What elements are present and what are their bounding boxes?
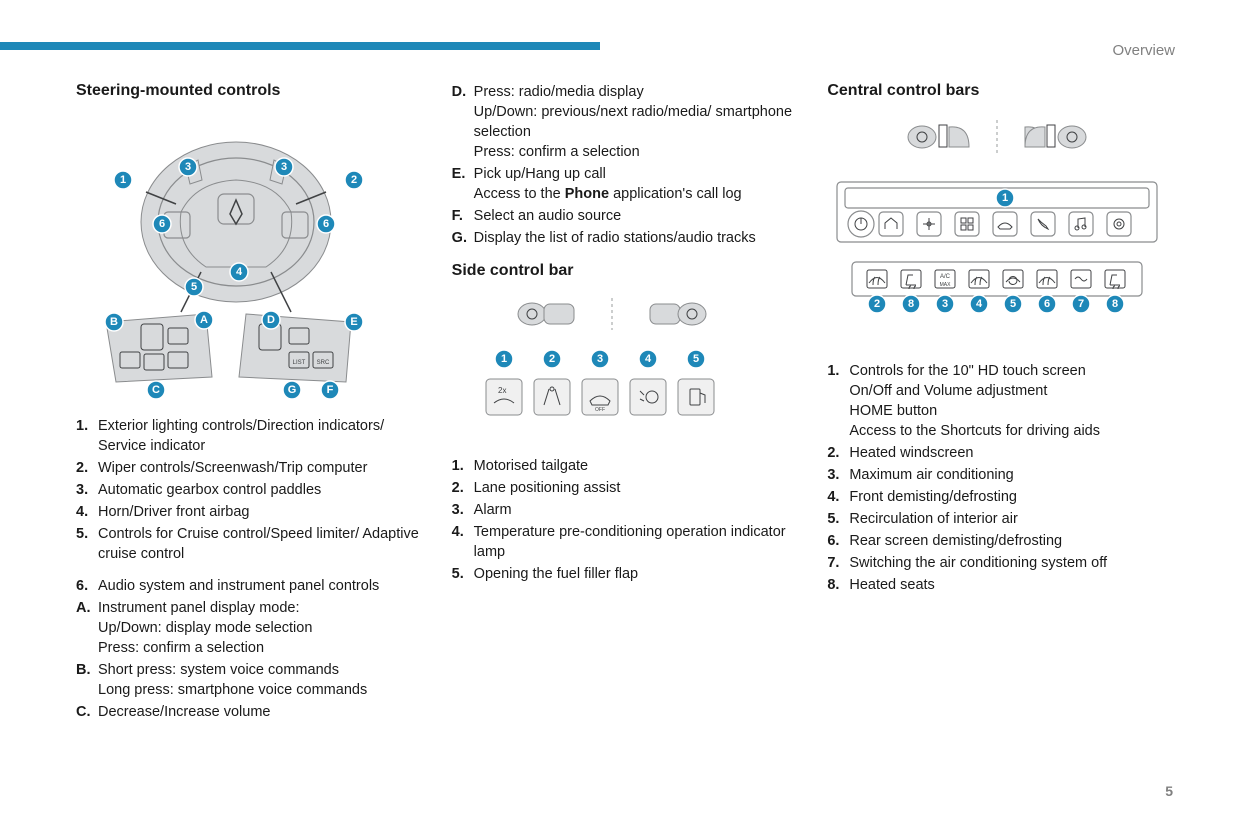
central-list: 1.Controls for the 10" HD touch screenOn…: [827, 361, 1175, 595]
callout-4: 4: [230, 263, 248, 281]
svg-text:8: 8: [908, 298, 914, 310]
steering-list-num: 1.Exterior lighting controls/Direction i…: [76, 416, 424, 564]
callout-D: D: [262, 311, 280, 329]
list-item: E.Pick up/Hang up callAccess to the Phon…: [452, 164, 800, 204]
column-central: Central control bars: [827, 82, 1175, 724]
list-item: A.Instrument panel display mode:Up/Down:…: [76, 598, 424, 658]
callout-A: A: [195, 311, 213, 329]
svg-text:7: 7: [1078, 298, 1084, 310]
list-item: 4.Temperature pre-conditioning operation…: [452, 522, 800, 562]
side-bar-title: Side control bar: [452, 262, 800, 280]
svg-text:8: 8: [1112, 298, 1118, 310]
callout-E: E: [345, 313, 363, 331]
list-item: 4.Horn/Driver front airbag: [76, 502, 424, 522]
svg-text:3: 3: [597, 353, 603, 365]
svg-text:4: 4: [645, 353, 652, 365]
svg-text:2: 2: [874, 298, 880, 310]
column-steering: Steering-mounted controls: [76, 82, 424, 724]
steering-diagram: LIST SRC 1 3 3 2 6 6 4 5 B A C D E: [76, 112, 424, 402]
callout-1: 1: [114, 171, 132, 189]
list-item: 6.Audio system and instrument panel cont…: [76, 576, 424, 596]
svg-text:2x: 2x: [498, 386, 506, 395]
svg-text:3: 3: [942, 298, 948, 310]
callout-6-left: 6: [153, 215, 171, 233]
svg-text:G: G: [288, 384, 297, 396]
svg-text:A/C: A/C: [940, 274, 951, 280]
list-item: 3.Maximum air conditioning: [827, 465, 1175, 485]
callout-6-right: 6: [317, 215, 335, 233]
steering-wheel-svg: LIST SRC 1 3 3 2 6 6 4 5 B A C D E: [76, 112, 396, 402]
list-item: C.Decrease/Increase volume: [76, 702, 424, 722]
callout-C: C: [147, 381, 165, 399]
svg-text:3: 3: [281, 161, 287, 173]
list-item: F.Select an audio source: [452, 206, 800, 226]
callout-B: B: [105, 313, 123, 331]
list-item: 2.Lane positioning assist: [452, 478, 800, 498]
svg-text:OFF: OFF: [595, 407, 605, 413]
side-list: 1.Motorised tailgate 2.Lane positioning …: [452, 456, 800, 584]
list-item: G.Display the list of radio stations/aud…: [452, 228, 800, 248]
svg-text:A: A: [200, 314, 208, 326]
side-bar-diagram: 1 2x 2 3 OFF 4 5: [452, 292, 800, 442]
callout-F: F: [321, 381, 339, 399]
svg-text:SRC: SRC: [317, 360, 330, 366]
svg-text:F: F: [327, 384, 334, 396]
list-item: 2.Wiper controls/Screenwash/Trip compute…: [76, 458, 424, 478]
svg-text:1: 1: [120, 174, 126, 186]
callout-G: G: [283, 381, 301, 399]
svg-text:E: E: [350, 316, 357, 328]
central-diagram: A/C MAX 1 2 8 3 4 5 6 7 8: [827, 112, 1175, 347]
list-item: B.Short press: system voice commandsLong…: [76, 660, 424, 700]
svg-text:5: 5: [693, 353, 699, 365]
svg-text:2: 2: [351, 174, 357, 186]
list-item: 1.Controls for the 10" HD touch screenOn…: [827, 361, 1175, 441]
steering-list-letter-cont: D.Press: radio/media displayUp/Down: pre…: [452, 82, 800, 248]
callout-c1: 1: [996, 189, 1014, 207]
svg-text:4: 4: [976, 298, 983, 310]
svg-text:MAX: MAX: [940, 282, 952, 288]
svg-text:C: C: [152, 384, 160, 396]
content-columns: Steering-mounted controls: [76, 82, 1175, 724]
svg-text:D: D: [267, 314, 275, 326]
svg-text:LIST: LIST: [293, 360, 306, 366]
list-item: 1.Exterior lighting controls/Direction i…: [76, 416, 424, 456]
list-item: 3.Alarm: [452, 500, 800, 520]
svg-text:3: 3: [185, 161, 191, 173]
list-item: D.Press: radio/media displayUp/Down: pre…: [452, 82, 800, 162]
side-bar-svg: 1 2x 2 3 OFF 4 5: [452, 292, 772, 442]
central-title: Central control bars: [827, 82, 1175, 100]
svg-text:6: 6: [159, 218, 165, 230]
column-middle: D.Press: radio/media displayUp/Down: pre…: [452, 82, 800, 724]
list-item: 7.Switching the air conditioning system …: [827, 553, 1175, 573]
callout-5: 5: [185, 278, 203, 296]
callout-3-right: 3: [275, 158, 293, 176]
list-item: 3.Automatic gearbox control paddles: [76, 480, 424, 500]
central-svg: A/C MAX 1 2 8 3 4 5 6 7 8: [827, 112, 1167, 347]
svg-text:2: 2: [549, 353, 555, 365]
header-accent-band: [0, 42, 600, 50]
list-item: 2.Heated windscreen: [827, 443, 1175, 463]
steering-list-letter: A.Instrument panel display mode:Up/Down:…: [76, 598, 424, 722]
svg-text:6: 6: [1044, 298, 1050, 310]
page-number: 5: [1165, 783, 1173, 799]
svg-text:6: 6: [323, 218, 329, 230]
list-item: 8.Heated seats: [827, 575, 1175, 595]
section-label: Overview: [1112, 42, 1175, 59]
list-item: 6.Rear screen demisting/defrosting: [827, 531, 1175, 551]
callout-2: 2: [345, 171, 363, 189]
svg-text:B: B: [110, 316, 118, 328]
svg-text:1: 1: [501, 353, 507, 365]
list-item: 5.Controls for Cruise control/Speed limi…: [76, 524, 424, 564]
list-item: 5.Recirculation of interior air: [827, 509, 1175, 529]
svg-text:4: 4: [236, 266, 243, 278]
steering-title: Steering-mounted controls: [76, 82, 424, 100]
svg-text:1: 1: [1002, 192, 1008, 204]
list-item: 1.Motorised tailgate: [452, 456, 800, 476]
steering-list-6: 6.Audio system and instrument panel cont…: [76, 576, 424, 596]
svg-text:5: 5: [1010, 298, 1016, 310]
callout-3-left: 3: [179, 158, 197, 176]
svg-text:5: 5: [191, 281, 197, 293]
list-item: 5.Opening the fuel filler flap: [452, 564, 800, 584]
list-item: 4.Front demisting/defrosting: [827, 487, 1175, 507]
